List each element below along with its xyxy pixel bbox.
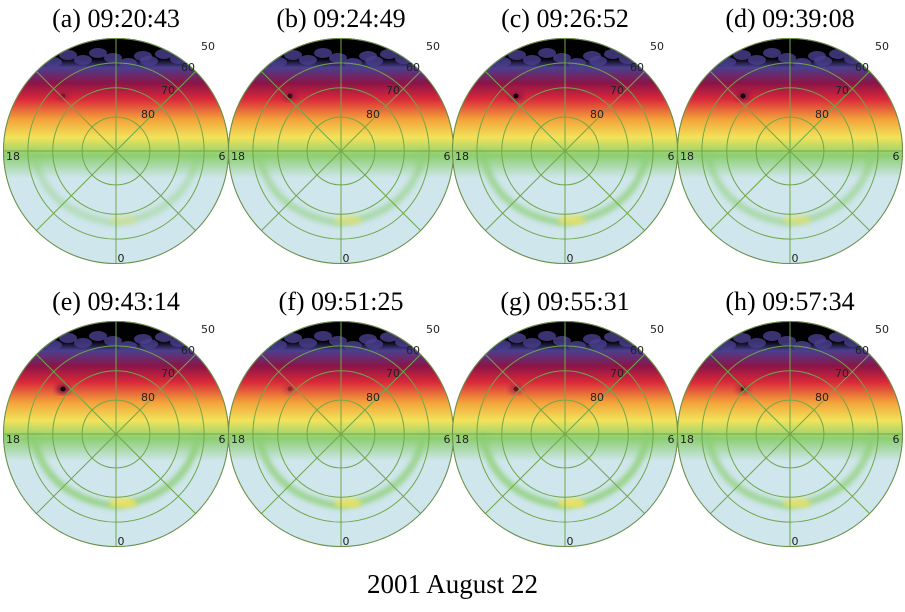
panel-a: (a) 09:20:43 50 60 70 80 18 6 0: [3, 2, 229, 292]
mlt-label: 6: [893, 150, 900, 163]
latitude-label: 80: [141, 108, 155, 121]
mlt-label: 18: [231, 150, 245, 163]
meridian-line: [709, 353, 871, 515]
latitude-label: 60: [855, 61, 869, 74]
latitude-label: 80: [590, 108, 604, 121]
latitude-label: 50: [426, 40, 440, 53]
mlt-label: 18: [455, 433, 469, 446]
mlt-label: 0: [567, 535, 574, 547]
latitude-label: 80: [366, 108, 380, 121]
figure-date: 2001 August 22: [366, 569, 539, 599]
latitude-label: 70: [835, 84, 849, 97]
mlt-label: 0: [792, 535, 799, 547]
panel-title: (g) 09:55:31: [500, 287, 630, 316]
latitude-label: 60: [855, 344, 869, 357]
panel-c: (c) 09:26:52 50 60 70 80 18 6 0: [452, 2, 678, 292]
mlt-label: 18: [6, 150, 20, 163]
latitude-label: 70: [161, 84, 175, 97]
latitude-label: 50: [426, 323, 440, 336]
auroral-brightening: [783, 215, 811, 225]
latitude-label: 80: [366, 391, 380, 404]
latitude-label: 50: [875, 40, 889, 53]
mlt-label: 0: [792, 252, 799, 264]
panel-title: (h) 09:57:34: [725, 287, 855, 316]
panel-title: (a) 09:20:43: [52, 4, 180, 33]
auroral-brightening: [109, 215, 137, 225]
latitude-label: 80: [815, 108, 829, 121]
panel-title: (b) 09:24:49: [276, 4, 406, 33]
mlt-label: 18: [231, 433, 245, 446]
meridian-line: [260, 70, 422, 232]
latitude-label: 60: [630, 344, 644, 357]
panel-d: (d) 09:39:08 50 60 70 80 18 6 0: [677, 2, 903, 292]
panel-title: (c) 09:26:52: [501, 4, 629, 33]
latitude-label: 50: [201, 40, 215, 53]
mlt-label: 6: [444, 150, 451, 163]
panel-title: (e) 09:43:14: [52, 287, 180, 316]
latitude-label: 50: [875, 323, 889, 336]
latitude-label: 80: [815, 391, 829, 404]
auroral-brightening: [334, 215, 362, 225]
meridian-line: [484, 353, 646, 515]
mlt-label: 6: [444, 433, 451, 446]
latitude-label: 50: [650, 40, 664, 53]
latitude-label: 60: [181, 344, 195, 357]
panel-b: (b) 09:24:49 50 60 70 80 18 6 0: [228, 2, 454, 292]
mlt-label: 0: [118, 252, 125, 264]
latitude-label: 70: [161, 367, 175, 380]
meridian-line: [35, 70, 197, 232]
mlt-label: 18: [455, 150, 469, 163]
mlt-label: 18: [680, 150, 694, 163]
mlt-label: 18: [6, 433, 20, 446]
latitude-label: 60: [181, 61, 195, 74]
mlt-label: 6: [668, 433, 675, 446]
panel-title: (f) 09:51:25: [278, 287, 404, 316]
panel-f: (f) 09:51:25 50 60 70 80 18 6 0: [228, 285, 454, 575]
auroral-brightening: [783, 498, 811, 508]
meridian-line: [484, 70, 646, 232]
latitude-label: 50: [650, 323, 664, 336]
latitude-label: 60: [406, 344, 420, 357]
latitude-label: 70: [386, 367, 400, 380]
mlt-label: 0: [343, 535, 350, 547]
meridian-line: [260, 353, 422, 515]
latitude-label: 60: [630, 61, 644, 74]
mlt-label: 0: [118, 535, 125, 547]
mlt-label: 18: [680, 433, 694, 446]
latitude-label: 60: [406, 61, 420, 74]
latitude-label: 80: [141, 391, 155, 404]
panel-h: (h) 09:57:34 50 60 70 80 18 6 0: [677, 285, 903, 575]
panel-e: (e) 09:43:14 50 60 70 80 18 6 0: [3, 285, 229, 575]
panel-g: (g) 09:55:31 50 60 70 80 18 6 0: [452, 285, 678, 575]
meridian-line: [709, 70, 871, 232]
auroral-brightening: [334, 498, 362, 508]
mlt-label: 6: [668, 150, 675, 163]
latitude-label: 80: [590, 391, 604, 404]
meridian-line: [35, 353, 197, 515]
panel-title: (d) 09:39:08: [725, 4, 855, 33]
latitude-label: 70: [610, 367, 624, 380]
latitude-label: 70: [386, 84, 400, 97]
mlt-label: 6: [219, 150, 226, 163]
latitude-label: 70: [610, 84, 624, 97]
auroral-brightening: [558, 498, 586, 508]
mlt-label: 0: [567, 252, 574, 264]
mlt-label: 6: [219, 433, 226, 446]
auroral-brightening: [558, 215, 586, 225]
mlt-label: 6: [893, 433, 900, 446]
mlt-label: 0: [343, 252, 350, 264]
latitude-label: 50: [201, 323, 215, 336]
latitude-label: 70: [835, 367, 849, 380]
bright-spot: [56, 91, 70, 101]
auroral-brightening: [109, 498, 137, 508]
